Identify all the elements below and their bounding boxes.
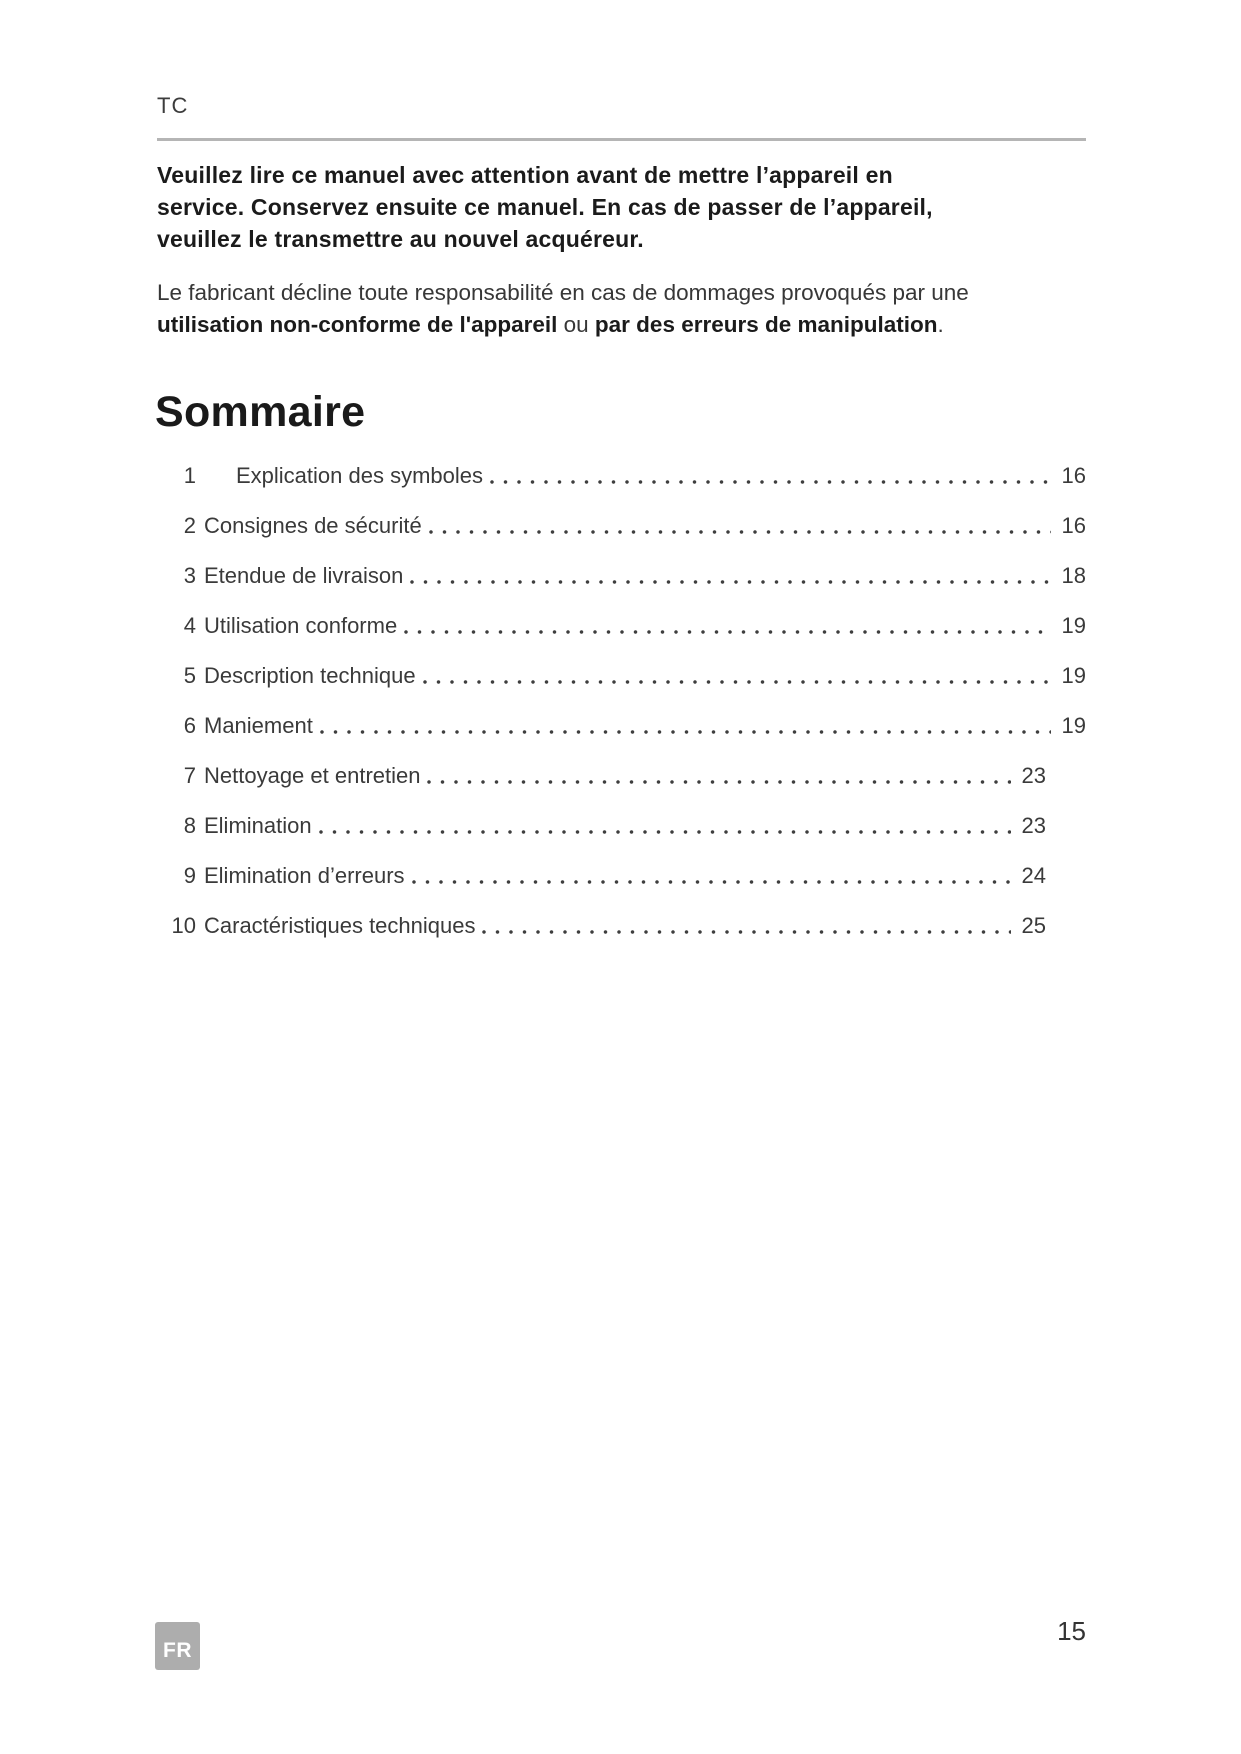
- toc-entry-page: 19: [1061, 713, 1086, 738]
- dot-leader: [319, 729, 1051, 735]
- disclaimer-bold-errors: par des erreurs de manipulation: [594, 312, 938, 337]
- dot-leader: [410, 579, 1051, 585]
- dot-leader: [427, 779, 1011, 785]
- toc-entry-label: Consignes de sécurité: [204, 513, 422, 538]
- toc-row-7: 7 Nettoyage et entretien 23: [157, 749, 1086, 799]
- disclaimer-paragraph: Le fabricant décline toute responsabilit…: [157, 277, 1117, 341]
- toc-entry-page: 23: [1021, 763, 1046, 788]
- header-divider: [157, 138, 1086, 141]
- intro-paragraph: Veuillez lire ce manuel avec attention a…: [157, 162, 933, 252]
- dot-leader: [490, 479, 1051, 485]
- toc-entry-page: 19: [1061, 613, 1086, 638]
- toc-entry-page: 25: [1021, 913, 1046, 938]
- toc-row-4: 4 Utilisation conforme 19: [157, 599, 1086, 649]
- toc-entry-page: 23: [1021, 813, 1046, 838]
- toc-entry-number: 3: [183, 563, 196, 588]
- toc-entry-label: Description technique: [204, 663, 416, 688]
- toc-entry-number: 9: [183, 863, 196, 888]
- toc-entry-number: 8: [183, 813, 196, 838]
- page-number: 15: [1057, 1616, 1086, 1646]
- toc-row-9: 9 Elimination d’erreurs 24: [157, 849, 1086, 899]
- toc-entry-page: 16: [1061, 513, 1086, 538]
- toc-row-6: 6 Maniement 19: [157, 699, 1086, 749]
- toc-entry-page: 24: [1021, 863, 1046, 888]
- toc-entry-number: 7: [183, 763, 196, 788]
- dot-leader: [428, 529, 1051, 535]
- dot-leader: [404, 629, 1051, 635]
- toc-entry-number: 10: [171, 913, 196, 938]
- toc-entry-label: Maniement: [204, 713, 313, 738]
- toc-entry-label: Explication des symboles: [236, 463, 484, 488]
- model-code-label: TC: [157, 93, 189, 118]
- toc-row-8: 8 Elimination 23: [157, 799, 1086, 849]
- toc-row-1: 1 Explication des symboles 16: [157, 449, 1086, 499]
- dot-leader: [422, 679, 1051, 685]
- toc-row-10: 10 Caractéristiques techniques 25: [157, 899, 1086, 949]
- language-badge-label: FR: [163, 1638, 192, 1662]
- dot-leader: [318, 829, 1011, 835]
- toc-row-2: 2 Consignes de sécurité 16: [157, 499, 1086, 549]
- toc-entry-number: 2: [183, 513, 196, 538]
- toc-entry-label: Elimination: [204, 813, 312, 838]
- toc-row-3: 3 Etendue de livraison 18: [157, 549, 1086, 599]
- disclaimer-period: .: [937, 312, 944, 337]
- toc-heading: Sommaire: [155, 388, 366, 436]
- toc-entry-label: Etendue de livraison: [204, 563, 404, 588]
- toc-entry-number: 6: [183, 713, 196, 738]
- toc-entry-label: Nettoyage et entretien: [204, 763, 421, 788]
- disclaimer-bold-usage: utilisation non-conforme de l'appareil: [157, 312, 558, 337]
- dot-leader: [411, 879, 1011, 885]
- disclaimer-connector: ou: [557, 312, 595, 337]
- language-badge: FR: [155, 1622, 200, 1670]
- toc-entry-label: Elimination d’erreurs: [204, 863, 405, 888]
- toc-entry-page: 18: [1061, 563, 1086, 588]
- toc-row-5: 5 Description technique 19: [157, 649, 1086, 699]
- toc-entry-page: 19: [1061, 663, 1086, 688]
- toc-entry-number: 1: [183, 463, 196, 488]
- toc-entry-number: 5: [183, 663, 196, 688]
- disclaimer-line1: Le fabricant décline toute responsabilit…: [157, 280, 969, 305]
- dot-leader: [482, 929, 1011, 935]
- toc-entry-label: Caractéristiques techniques: [204, 913, 476, 938]
- toc-entry-number: 4: [183, 613, 196, 638]
- toc-entry-page: 16: [1061, 463, 1086, 488]
- toc-list: 1 Explication des symboles 16 2 Consigne…: [157, 449, 1086, 949]
- toc-entry-label: Utilisation conforme: [204, 613, 398, 638]
